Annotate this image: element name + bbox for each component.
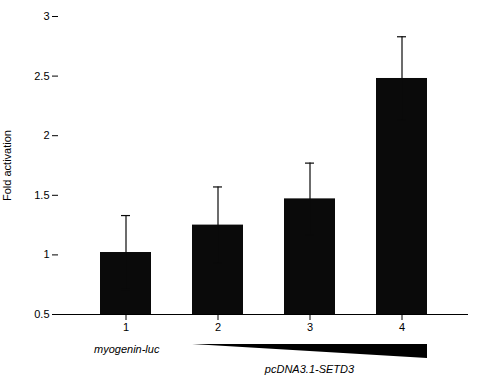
svg-text:2: 2 — [43, 129, 49, 141]
svg-text:myogenin-luc: myogenin-luc — [94, 343, 160, 355]
svg-text:1: 1 — [123, 321, 129, 333]
svg-text:2.5: 2.5 — [34, 70, 49, 82]
svg-text:4: 4 — [399, 321, 405, 333]
svg-text:2: 2 — [215, 321, 221, 333]
svg-text:1: 1 — [43, 248, 49, 260]
svg-text:3: 3 — [43, 10, 49, 22]
svg-text:1.5: 1.5 — [34, 189, 49, 201]
svg-text:Fold activation: Fold activation — [1, 130, 13, 201]
svg-text:3: 3 — [307, 321, 313, 333]
svg-text:0.5: 0.5 — [34, 308, 49, 320]
svg-text:pcDNA3.1-SETD3: pcDNA3.1-SETD3 — [264, 363, 355, 375]
